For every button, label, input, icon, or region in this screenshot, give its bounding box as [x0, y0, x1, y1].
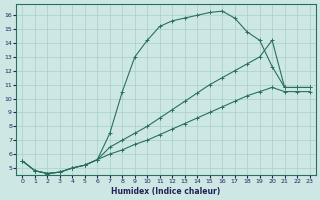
X-axis label: Humidex (Indice chaleur): Humidex (Indice chaleur) — [111, 187, 221, 196]
